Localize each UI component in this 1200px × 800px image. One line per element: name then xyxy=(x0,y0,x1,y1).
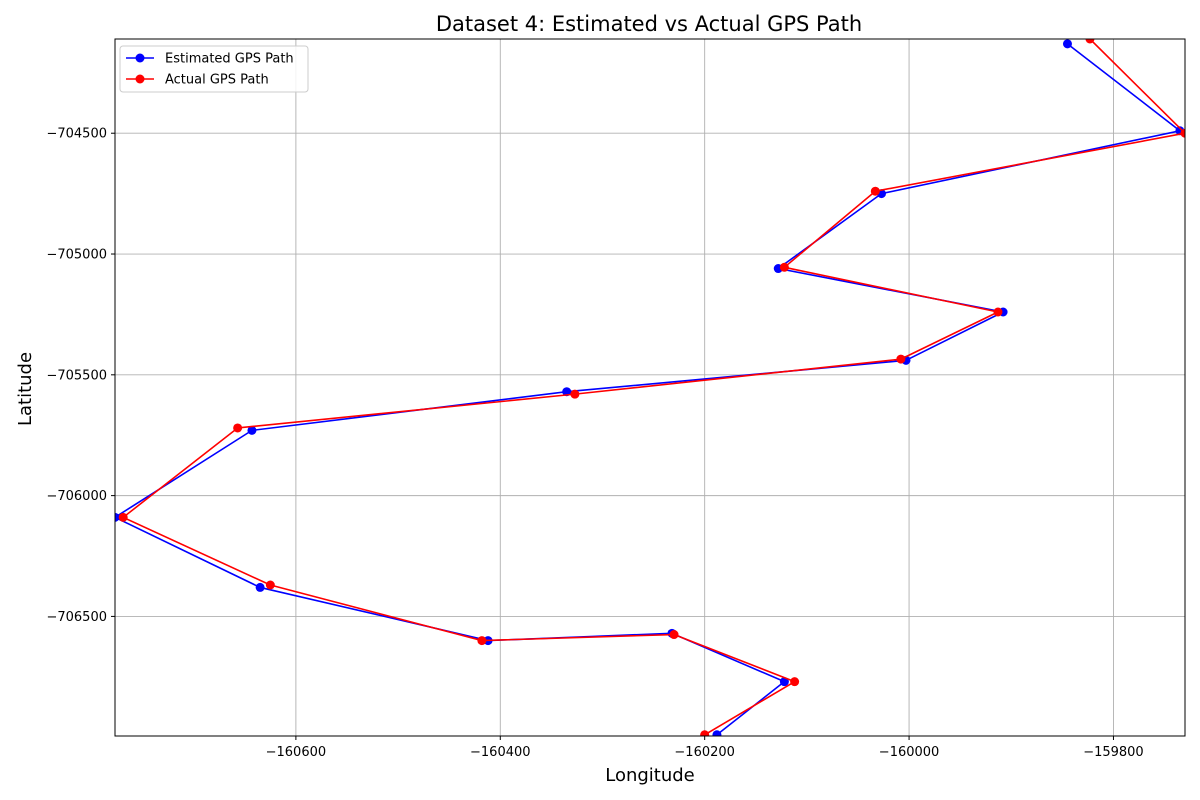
legend-entry: Estimated GPS Path xyxy=(126,52,294,67)
data-point xyxy=(1062,39,1072,49)
data-point xyxy=(779,677,789,687)
legend: Estimated GPS Path Actual GPS Path xyxy=(119,45,309,93)
data-point xyxy=(779,262,789,272)
legend-label: Estimated GPS Path xyxy=(165,52,294,67)
series-line xyxy=(122,39,1185,736)
y-tick-label: −705500 xyxy=(46,368,107,383)
x-tick-label: −160400 xyxy=(470,745,531,760)
data-point xyxy=(993,307,1003,317)
chart-title: Dataset 4: Estimated vs Actual GPS Path xyxy=(436,12,862,36)
y-axis-label: Latitude xyxy=(15,352,36,426)
x-axis-ticks: −160600 −160400 −160200 −160000 −159800 xyxy=(266,736,1144,760)
data-point xyxy=(712,730,722,736)
legend-label: Actual GPS Path xyxy=(165,73,269,88)
data-point xyxy=(570,389,580,399)
x-axis-label: Longitude xyxy=(605,765,695,786)
x-tick-label: −159800 xyxy=(1083,745,1144,760)
legend-marker xyxy=(135,74,145,84)
y-tick-label: −704500 xyxy=(46,127,107,142)
data-point xyxy=(1180,128,1185,138)
data-point xyxy=(265,580,275,590)
y-axis-ticks: −704500 −705000 −705500 −706000 −706500 xyxy=(46,127,115,625)
data-point xyxy=(247,425,257,435)
data-point xyxy=(790,677,800,687)
y-tick-label: −705000 xyxy=(46,248,107,263)
data-point xyxy=(1085,39,1095,44)
x-tick-label: −160600 xyxy=(266,745,327,760)
y-tick-label: −706500 xyxy=(46,610,107,625)
data-point xyxy=(255,582,265,592)
legend-marker xyxy=(135,53,145,63)
y-tick-label: −706000 xyxy=(46,489,107,504)
data-point xyxy=(669,630,679,640)
grid-lines xyxy=(115,39,1185,736)
data-point xyxy=(115,512,120,522)
series-layer xyxy=(115,39,1185,736)
data-point xyxy=(118,512,128,522)
data-point xyxy=(477,636,487,646)
data-point xyxy=(700,730,710,736)
legend-box xyxy=(119,45,309,93)
data-point xyxy=(870,186,880,196)
plot-border xyxy=(114,38,1186,737)
x-tick-label: −160000 xyxy=(879,745,940,760)
data-point xyxy=(896,354,906,364)
legend-entry: Actual GPS Path xyxy=(126,73,269,88)
data-point xyxy=(233,423,243,433)
series-actual-gps-path xyxy=(118,39,1185,736)
plot-area xyxy=(115,39,1185,736)
x-tick-label: −160200 xyxy=(674,745,735,760)
